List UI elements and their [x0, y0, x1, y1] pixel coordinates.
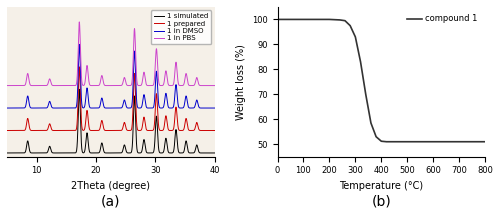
1 simulated	[4, 152, 10, 154]
1 prepared	[40, 129, 46, 132]
compound 1	[456, 140, 462, 143]
compound 1	[482, 140, 488, 143]
1 in PBS	[4, 84, 10, 87]
1 simulated	[40, 152, 46, 154]
Line: compound 1: compound 1	[278, 19, 485, 142]
1 in PBS	[185, 82, 191, 85]
1 in PBS	[212, 84, 218, 87]
Y-axis label: Weight loss (%): Weight loss (%)	[236, 44, 246, 120]
1 in DMSO	[84, 88, 89, 91]
1 simulated	[185, 150, 191, 152]
1 prepared	[28, 129, 34, 132]
Line: 1 simulated: 1 simulated	[7, 89, 214, 153]
1 in DMSO	[40, 107, 46, 109]
1 prepared	[92, 129, 98, 132]
compound 1	[378, 140, 384, 143]
compound 1	[274, 18, 280, 21]
Line: 1 prepared: 1 prepared	[7, 67, 214, 130]
compound 1	[288, 18, 294, 21]
1 simulated	[208, 152, 214, 154]
compound 1	[392, 140, 398, 143]
1 simulated	[212, 152, 218, 154]
1 in DMSO	[208, 107, 214, 109]
compound 1	[358, 61, 364, 63]
1 in DMSO	[212, 107, 218, 109]
1 in PBS	[76, 21, 82, 23]
1 prepared	[185, 127, 191, 130]
compound 1	[368, 122, 374, 124]
1 in DMSO	[76, 43, 82, 46]
Text: (a): (a)	[101, 194, 120, 208]
X-axis label: Temperature (°C): Temperature (°C)	[339, 181, 423, 191]
1 prepared	[212, 129, 218, 132]
compound 1	[314, 18, 320, 21]
compound 1	[347, 24, 353, 27]
X-axis label: 2Theta (degree): 2Theta (degree)	[72, 181, 150, 191]
compound 1	[384, 140, 390, 143]
1 simulated	[84, 133, 89, 136]
1 in PBS	[92, 84, 98, 87]
1 prepared	[4, 129, 10, 132]
compound 1	[342, 19, 348, 22]
Line: 1 in DMSO: 1 in DMSO	[7, 44, 214, 108]
1 prepared	[84, 110, 89, 113]
compound 1	[326, 18, 332, 21]
compound 1	[300, 18, 306, 21]
1 in PBS	[208, 84, 214, 87]
Legend: compound 1: compound 1	[404, 11, 481, 27]
1 in DMSO	[92, 107, 98, 109]
1 in DMSO	[28, 106, 34, 109]
compound 1	[362, 93, 368, 96]
compound 1	[430, 140, 436, 143]
compound 1	[404, 140, 410, 143]
Text: (b): (b)	[372, 194, 391, 208]
1 prepared	[208, 129, 214, 132]
1 in PBS	[28, 84, 34, 87]
1 in DMSO	[185, 105, 191, 108]
Line: 1 in PBS: 1 in PBS	[7, 22, 214, 86]
compound 1	[352, 36, 358, 38]
1 prepared	[76, 66, 82, 68]
Legend: 1 simulated, 1 prepared, 1 in DMSO, 1 in PBS: 1 simulated, 1 prepared, 1 in DMSO, 1 in…	[151, 10, 211, 44]
1 in PBS	[84, 66, 89, 68]
1 simulated	[76, 88, 82, 91]
1 in DMSO	[4, 107, 10, 109]
1 simulated	[92, 152, 98, 154]
1 in PBS	[40, 84, 46, 87]
compound 1	[373, 136, 379, 138]
compound 1	[337, 19, 343, 21]
1 simulated	[28, 151, 34, 154]
